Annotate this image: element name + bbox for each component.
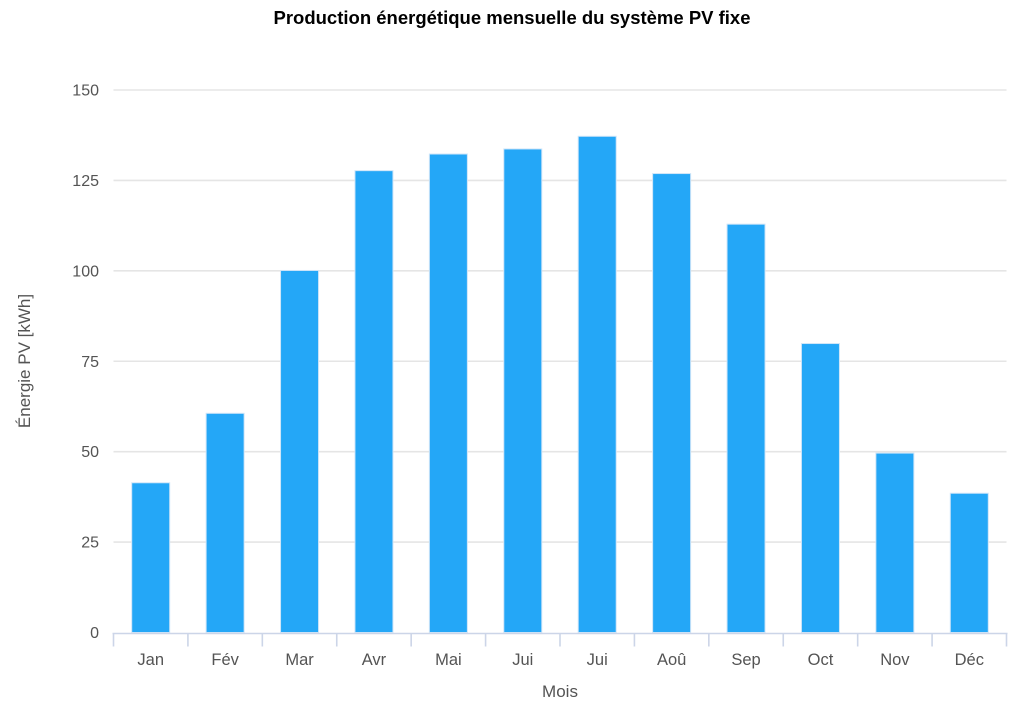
x-tick-label-11-Déc: Déc — [955, 651, 984, 669]
bar-9-Oct — [800, 343, 840, 633]
bar-4-Mai — [428, 153, 468, 633]
y-tick-label-125: 125 — [72, 173, 99, 190]
bar-5-Jui — [503, 148, 543, 633]
y-axis-title: Énergie PV [kWh] — [15, 294, 34, 428]
bar-3-Avr — [354, 170, 394, 633]
x-tick-label-4-Mai: Mai — [435, 651, 462, 669]
x-tick-label-9-Oct: Oct — [808, 651, 834, 669]
y-tick-label-25: 25 — [81, 535, 99, 552]
bar-7-Aoû — [652, 173, 692, 633]
x-tick-label-2-Mar: Mar — [285, 651, 314, 669]
x-axis-title: Mois — [542, 682, 578, 701]
bars-layer — [131, 135, 989, 634]
x-tick-label-7-Aoû: Aoû — [657, 651, 686, 669]
bar-10-Nov — [875, 452, 915, 634]
x-tick-label-8-Sep: Sep — [731, 651, 760, 669]
x-tick-label-1-Fév: Fév — [211, 651, 239, 669]
x-tick-label-5-Jui: Jui — [512, 651, 533, 669]
y-tick-label-75: 75 — [81, 354, 99, 371]
x-tick-label-10-Nov: Nov — [880, 651, 910, 669]
x-tick-label-0-Jan: Jan — [137, 651, 164, 669]
gridlines-layer — [113, 89, 1007, 543]
y-tick-label-50: 50 — [81, 444, 99, 461]
chart-title: Production énergétique mensuelle du syst… — [273, 7, 750, 28]
y-tick-label-0: 0 — [90, 625, 99, 642]
bar-6-Jui — [577, 135, 617, 633]
bar-0-Jan — [131, 482, 171, 633]
y-tick-label-150: 150 — [72, 83, 99, 100]
axes-layer — [112, 632, 1008, 647]
x-tick-label-6-Jui: Jui — [587, 651, 608, 669]
bar-11-Déc — [949, 492, 989, 633]
bar-2-Mar — [280, 269, 320, 633]
x-tick-label-3-Avr: Avr — [362, 651, 387, 669]
bar-8-Sep — [726, 223, 766, 633]
bar-1-Fév — [205, 412, 245, 633]
tick-labels-layer: 0 25 50 75 100 125 150 Jan Fév Mar Avr Mai Jui Jui Aoû… — [72, 83, 984, 670]
y-tick-label-100: 100 — [72, 263, 99, 280]
